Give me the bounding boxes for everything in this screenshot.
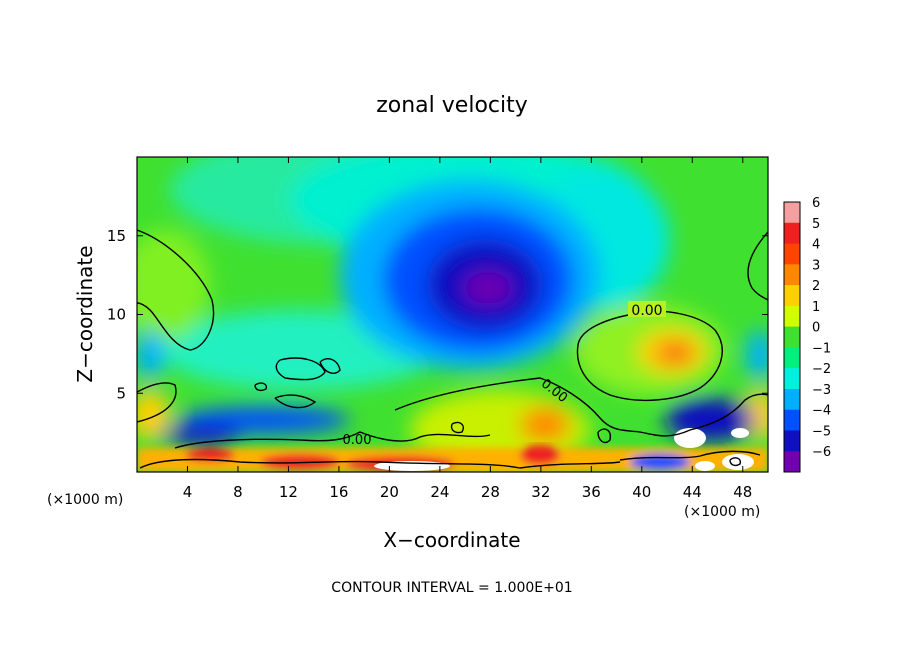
contour-lower-band <box>137 382 177 423</box>
contour-label-2: 0.00 <box>343 433 372 448</box>
colorbar-label: 1 <box>812 300 820 315</box>
contour-low-1 <box>174 431 491 449</box>
x-tick-label: 8 <box>233 483 243 501</box>
colorbar-label: 3 <box>812 258 820 273</box>
colorbar-label: −3 <box>812 383 831 398</box>
x-tick-label: 24 <box>430 483 449 501</box>
colorbar-swatch <box>784 388 800 411</box>
x-tick-label: 40 <box>632 483 651 501</box>
y-axis-label: Z−coordinate <box>73 245 97 382</box>
chart-title: zonal velocity <box>376 93 528 118</box>
colorbar-label: −6 <box>812 445 831 460</box>
colorbar-swatch <box>784 264 800 286</box>
colorbar-swatch <box>784 305 800 328</box>
colorbar-label: 6 <box>812 196 820 211</box>
contour-mid <box>394 377 768 437</box>
x-tick-label: 12 <box>279 483 298 501</box>
contour-label-0: 0.00 <box>631 303 662 319</box>
colorbar-label: −4 <box>812 404 831 419</box>
colorbar-swatch <box>784 368 800 390</box>
contour-island-4 <box>254 382 268 392</box>
colorbar-swatch <box>784 451 800 473</box>
colorbar-swatch <box>784 409 800 431</box>
colorbar-swatch <box>784 243 800 265</box>
x-unit-right: (×1000 m) <box>684 504 760 520</box>
contour-upper-right <box>747 231 768 301</box>
y-tick-label: 5 <box>116 384 126 402</box>
surface-band <box>137 445 768 472</box>
colorbar: 6 5 4 3 2 1 0 −1 −2 −3 −4 −5 −6 <box>783 196 831 473</box>
contour-low-2 <box>139 458 621 469</box>
x-unit-left: (×1000 m) <box>47 492 123 508</box>
x-axis-label: X−coordinate <box>383 528 520 552</box>
colorbar-swatch <box>784 222 800 245</box>
x-tick-label: 32 <box>531 483 550 501</box>
contour-interval-text: CONTOUR INTERVAL = 1.000E+01 <box>331 580 572 596</box>
colorbar-label: 4 <box>812 238 820 253</box>
colorbar-label: −1 <box>812 341 831 356</box>
contour-island-1 <box>275 357 326 381</box>
colorbar-label: −2 <box>812 362 831 377</box>
heatmap-field: 0.00 0.00 0.00 <box>137 157 768 472</box>
contour-island-6 <box>450 421 464 434</box>
x-tick-label: 36 <box>582 483 601 501</box>
field-blobs <box>137 157 768 470</box>
colorbar-label: 2 <box>812 279 820 294</box>
y-tick-label: 10 <box>107 306 126 324</box>
x-tick-label: 48 <box>733 483 752 501</box>
colorbar-frame <box>783 201 801 473</box>
x-tick-label: 28 <box>481 483 500 501</box>
contour-right-region <box>576 310 723 402</box>
x-tick-label: 44 <box>683 483 702 501</box>
colorbar-swatch <box>784 430 800 452</box>
contour-low-3 <box>619 450 761 461</box>
y-tick-label: 15 <box>107 227 126 245</box>
colorbar-swatch <box>784 347 800 369</box>
colorbar-label: 5 <box>812 217 820 232</box>
colorbar-label: 0 <box>812 321 820 336</box>
colorbar-swatch <box>784 285 800 307</box>
zero-contours <box>137 229 768 469</box>
contour-island-3 <box>274 394 317 409</box>
contour-island-2 <box>319 358 341 374</box>
colorbar-label: −5 <box>812 424 831 439</box>
x-tick-label: 16 <box>329 483 348 501</box>
x-tick-label: 4 <box>183 483 193 501</box>
x-tick-label: 20 <box>380 483 399 501</box>
contour-island-7 <box>729 457 742 467</box>
colorbar-swatch <box>784 202 800 224</box>
contour-island-5 <box>597 428 612 444</box>
colorbar-swatch <box>784 326 800 348</box>
contour-labels: 0.00 0.00 0.00 <box>343 301 666 448</box>
contour-upper-left <box>137 229 215 351</box>
